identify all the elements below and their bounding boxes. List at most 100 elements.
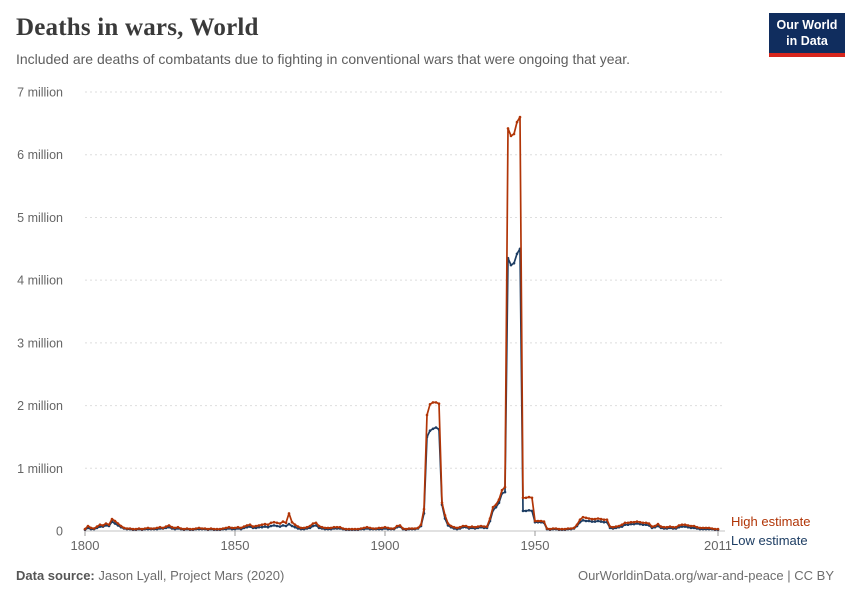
data-point-marker — [662, 525, 666, 529]
data-point-marker — [596, 517, 600, 520]
data-point-marker — [317, 524, 321, 528]
data-point-marker — [404, 527, 408, 531]
data-point-marker — [272, 520, 276, 524]
data-point-marker — [458, 525, 462, 529]
data-point-marker — [116, 522, 120, 525]
data-point-marker — [191, 527, 195, 531]
y-axis-label: 7 million — [17, 86, 63, 100]
series-line-low-estimate — [84, 247, 718, 531]
data-point-marker — [590, 520, 594, 523]
data-point-marker — [284, 521, 288, 525]
data-point-marker — [263, 525, 267, 528]
data-point-marker — [368, 526, 372, 530]
y-axis-label: 6 million — [17, 148, 63, 162]
data-point-marker — [113, 522, 117, 525]
data-point-marker — [152, 527, 156, 530]
legend-low-estimate[interactable]: Low estimate — [731, 533, 808, 548]
chart-subtitle: Included are deaths of combatants due to… — [16, 51, 631, 67]
data-point-marker — [494, 503, 498, 507]
data-point-marker — [707, 526, 711, 530]
data-point-marker — [158, 525, 162, 529]
data-point-marker — [245, 524, 249, 527]
data-point-marker — [356, 527, 360, 531]
data-point-marker — [431, 427, 435, 431]
data-point-marker — [530, 496, 534, 500]
data-point-marker — [683, 525, 687, 528]
data-point-marker — [233, 526, 237, 530]
data-point-marker — [482, 525, 486, 528]
data-point-marker — [311, 524, 315, 528]
data-point-marker — [353, 527, 357, 531]
data-point-marker — [485, 525, 489, 528]
data-point-marker — [527, 495, 531, 499]
x-axis-label: 2011 — [704, 538, 732, 553]
x-axis-label: 1950 — [521, 538, 550, 553]
data-point-marker — [503, 485, 507, 489]
data-point-marker — [605, 518, 609, 521]
data-point-marker — [122, 526, 126, 530]
data-point-marker — [500, 488, 504, 492]
data-point-marker — [269, 521, 273, 525]
data-point-marker — [602, 520, 606, 524]
data-point-marker — [629, 520, 633, 524]
data-point-marker — [359, 527, 363, 530]
data-point-marker — [650, 525, 654, 528]
data-point-marker — [311, 522, 315, 525]
data-point-marker — [134, 527, 138, 531]
data-point-marker — [260, 525, 264, 529]
data-point-marker — [491, 505, 495, 509]
data-point-marker — [125, 527, 129, 530]
data-point-marker — [710, 527, 714, 530]
data-point-marker — [698, 526, 702, 530]
data-point-marker — [248, 523, 252, 526]
data-point-marker — [200, 527, 204, 530]
data-point-marker — [593, 517, 597, 521]
data-point-marker — [383, 525, 387, 529]
data-point-marker — [689, 526, 693, 530]
data-point-marker — [521, 496, 525, 500]
data-point-marker — [419, 523, 423, 526]
data-point-marker — [197, 526, 201, 530]
data-point-marker — [638, 522, 642, 526]
data-point-marker — [686, 525, 690, 529]
data-point-marker — [275, 521, 279, 525]
data-point-marker — [425, 413, 429, 417]
data-point-marker — [623, 521, 627, 525]
data-point-marker — [263, 522, 267, 526]
data-point-marker — [572, 526, 576, 530]
data-point-marker — [407, 527, 411, 530]
data-point-marker — [179, 527, 183, 530]
data-point-marker — [506, 127, 510, 130]
data-point-marker — [695, 525, 699, 529]
data-point-marker — [131, 527, 135, 531]
data-point-marker — [203, 527, 207, 530]
data-point-marker — [161, 526, 165, 530]
data-point-marker — [494, 505, 498, 509]
data-point-marker — [521, 509, 525, 513]
data-point-marker — [272, 524, 276, 527]
data-point-marker — [476, 525, 480, 528]
data-point-marker — [437, 402, 441, 406]
data-point-marker — [227, 525, 231, 529]
data-point-marker — [299, 526, 303, 530]
owid-logo-line1: Our World — [776, 18, 838, 32]
data-point-marker — [563, 527, 567, 531]
data-point-marker — [401, 527, 405, 530]
data-point-marker — [302, 526, 306, 530]
data-point-marker — [581, 515, 585, 519]
x-axis-label: 1800 — [71, 538, 100, 553]
data-point-marker — [278, 525, 282, 528]
data-point-marker — [680, 525, 684, 528]
data-point-marker — [566, 527, 570, 530]
data-point-marker — [284, 524, 288, 528]
data-point-marker — [89, 526, 93, 530]
data-point-marker — [647, 522, 651, 525]
legend-high-estimate[interactable]: High estimate — [731, 514, 811, 529]
data-point-marker — [455, 526, 459, 530]
data-point-marker — [95, 525, 99, 528]
data-point-marker — [584, 516, 588, 520]
data-point-marker — [374, 527, 378, 530]
y-axis-label: 3 million — [17, 336, 63, 350]
